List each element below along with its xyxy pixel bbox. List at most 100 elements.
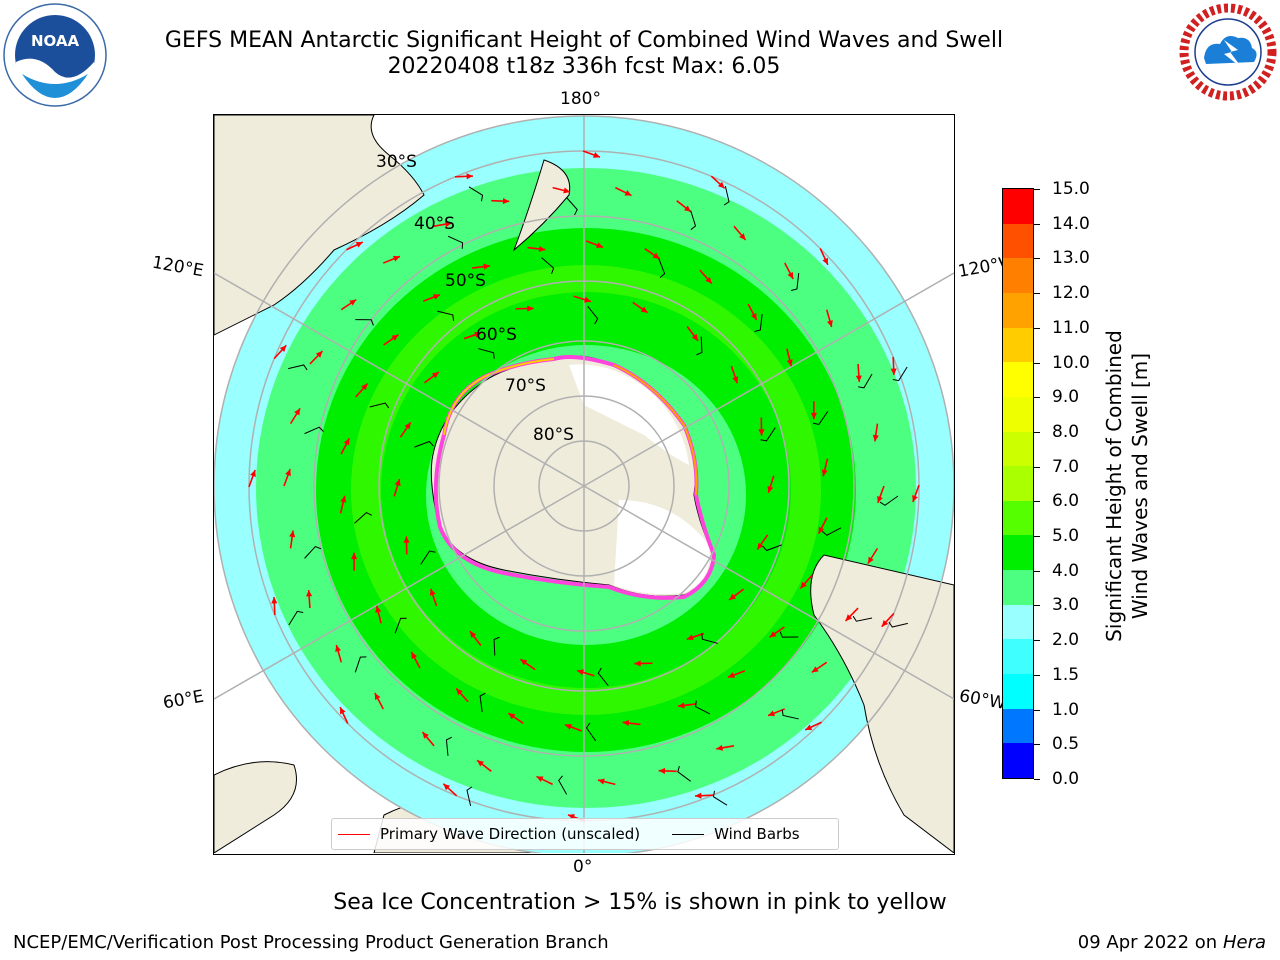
wave-arrow-head (818, 526, 825, 534)
wave-arrow-head (315, 351, 323, 358)
wave-arrow-head (678, 702, 685, 709)
wave-arrow-head (375, 605, 382, 613)
lon-label-0: 0° (573, 857, 593, 877)
lat-label-60s: 60°S (476, 325, 517, 345)
legend-wave-label: Primary Wave Direction (unscaled) (380, 825, 641, 843)
wave-arrow-head (593, 152, 601, 158)
colorbar-tick (1034, 779, 1040, 780)
wind-barb (304, 545, 322, 559)
wave-arrow-head (477, 760, 484, 767)
wave-arrow-head (596, 242, 604, 248)
wave-arrow-head (732, 376, 739, 384)
legend-wind-barbs: Wind Barbs (672, 825, 800, 843)
wave-arrow-head (695, 792, 702, 799)
wind-barb (597, 667, 609, 687)
wind-barb (288, 610, 304, 626)
wind-barb (493, 636, 500, 656)
legend-wave-direction: Primary Wave Direction (unscaled) (338, 825, 640, 843)
colorbar-segment (1003, 396, 1033, 432)
wave-arrow-head (634, 660, 641, 667)
nws-logo (1179, 3, 1277, 101)
colorbar-segment (1003, 639, 1033, 675)
wind-barb (821, 527, 842, 536)
wave-arrow-head (716, 744, 724, 751)
lon-label-120e: 120°E (150, 252, 206, 282)
wave-arrow-head (597, 778, 605, 785)
wave-arrow-head (622, 720, 630, 727)
wind-barb (879, 495, 899, 506)
colorbar-tick-label: 3.0 (1052, 595, 1080, 616)
colorbar-tick (1034, 431, 1040, 433)
colorbar-segment (1003, 189, 1033, 224)
wind-barb (479, 692, 486, 712)
wave-arrow-head (361, 383, 368, 391)
wind-barb (585, 722, 597, 742)
colorbar-segment (1003, 535, 1033, 571)
wave-arrow-head (433, 294, 441, 300)
wave-arrow-head (294, 408, 301, 416)
colorbar-tick-label: 7.0 (1052, 456, 1080, 477)
colorbar-tick-label: 9.0 (1052, 387, 1080, 408)
colorbar-segment (1003, 674, 1033, 709)
legend-barb-label: Wind Barbs (714, 825, 800, 843)
wave-arrow-head (805, 724, 813, 730)
wave-arrow-head (349, 299, 357, 306)
wave-arrow-head (881, 619, 889, 627)
wave-arrow-head (872, 434, 879, 442)
colorbar-tick (1034, 709, 1040, 711)
colorbar-segment (1003, 708, 1033, 744)
colorbar-tick-label: 0.5 (1052, 734, 1080, 755)
lat-label-80s: 80°S (533, 425, 574, 445)
wind-barb (394, 617, 407, 634)
lat-label-40s: 40°S (414, 214, 455, 234)
wave-arrow-head (508, 713, 516, 720)
wave-arrow-head (867, 556, 874, 564)
colorbar-title-line1: Significant Height of Combined (1102, 330, 1126, 642)
wave-arrow-head (821, 469, 828, 477)
colorbar-tick (1034, 466, 1040, 468)
wave-arrow-head (429, 588, 436, 596)
colorbar-tick (1034, 223, 1040, 225)
wave-arrow-head (271, 597, 278, 604)
wave-arrow-head (306, 590, 313, 597)
wave-arrow-head (340, 707, 346, 715)
wind-barb (658, 258, 666, 279)
wind-barb (304, 426, 324, 435)
footer-date-text: 09 Apr 2022 on (1077, 932, 1223, 953)
wave-arrow-head (640, 306, 648, 313)
colorbar-tick-label: 0.0 (1052, 769, 1080, 789)
wave-arrow-head (739, 233, 746, 240)
colorbar-tick (1034, 501, 1040, 503)
wind-barb (695, 700, 711, 715)
colorbar-tick-label: 1.5 (1052, 664, 1080, 685)
colorbar-segment (1003, 570, 1033, 605)
sea-ice-note: Sea Ice Concentration > 15% is shown in … (333, 890, 947, 915)
wave-arrow-head (652, 252, 660, 259)
wave-arrow-head (826, 320, 833, 327)
wave-arrow-head (822, 257, 828, 265)
wave-arrow-head (502, 198, 510, 205)
wind-barb (791, 273, 800, 291)
wind-barb (892, 366, 908, 382)
wave-arrow-head (456, 688, 463, 696)
wave-arrow-head (717, 181, 725, 189)
colorbar-tick (1034, 640, 1040, 642)
wave-arrow-head (279, 345, 287, 353)
wind-barb (677, 765, 692, 782)
wind-barb (812, 410, 829, 426)
colorbar-segment (1003, 431, 1033, 467)
colorbar (1002, 188, 1034, 779)
wave-arrow-head (705, 276, 712, 284)
colorbar-tick (1034, 605, 1040, 607)
wave-arrow-head (800, 581, 807, 589)
colorbar-tick (1034, 189, 1040, 190)
footer-host: Hera (1222, 932, 1266, 953)
wind-barb (437, 310, 455, 321)
wave-arrow-head (845, 614, 853, 621)
wave-arrow-head (351, 552, 358, 560)
lat-label-50s: 50°S (445, 271, 486, 291)
lat-label-30s: 30°S (376, 152, 417, 172)
wave-arrow-head (563, 187, 571, 194)
wave-arrow-head (285, 469, 291, 477)
wave-arrow-head (768, 710, 776, 717)
